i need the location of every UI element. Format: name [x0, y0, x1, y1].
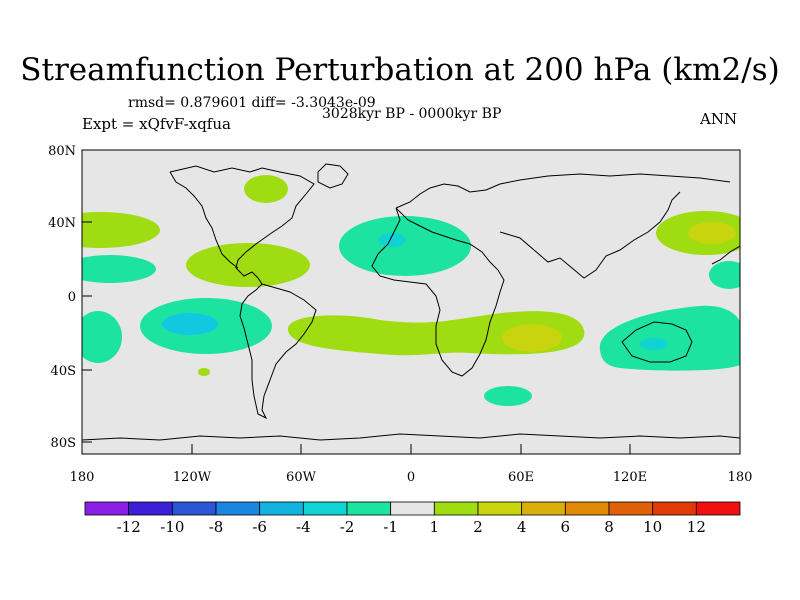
x-label-0: 0: [407, 470, 415, 485]
colorbar-swatch-0: [84, 501, 130, 516]
eurasia-north-coast: [395, 173, 731, 209]
x-label-120w: 120W: [173, 470, 212, 485]
colorbar-label-11: 8: [604, 518, 614, 536]
anomaly-north-atlantic-core: [378, 233, 406, 247]
anomaly-north-america: [244, 175, 288, 203]
north-america-coast: [169, 165, 315, 285]
colorbar-label-5: -2: [340, 518, 355, 536]
axis-ticks: [81, 149, 741, 454]
greenland-coast: [317, 163, 349, 189]
anomaly-n-pacific-west-core: [688, 222, 736, 244]
coastlines: [82, 163, 740, 441]
anomaly-tropical-pacific-east: [82, 255, 156, 283]
colorbar-swatch-13: [652, 501, 697, 516]
y-label-40s: 40S: [51, 364, 76, 379]
colorbar-label-4: -4: [296, 518, 311, 536]
north-america-west-coast: [169, 171, 239, 269]
colorbar-swatch-12: [608, 501, 654, 516]
anomaly-south-pacific-core: [162, 313, 218, 335]
africa-coast: [371, 207, 505, 377]
axis-labels: 80N 40N 0 40S 80S 180 120W 60W 0 60E 120…: [48, 144, 752, 485]
asia-south-coast: [499, 191, 681, 279]
colorbar-label-2: -8: [209, 518, 224, 536]
south-america-coast: [239, 283, 317, 420]
anomaly-north-atlantic: [339, 216, 471, 276]
colorbar-swatch-7: [390, 501, 435, 516]
anomaly-west-pacific-tropics: [709, 261, 740, 289]
x-label-60e: 60E: [508, 470, 534, 485]
colorbar-swatch-9: [477, 501, 523, 516]
colorbar-swatch-2: [171, 501, 217, 516]
anomaly-southern-ocean: [484, 386, 532, 406]
anomaly-n-pacific-east: [82, 212, 160, 248]
colorbar-label-9: 4: [517, 518, 527, 536]
colorbar-label-6: -1: [383, 518, 398, 536]
anomaly-australia-core: [640, 338, 668, 350]
colorbar-labels: -12 -10 -8 -6 -4 -2 -1 1 2 4 6 8 10 12: [117, 518, 706, 536]
colorbar-label-12: 10: [643, 518, 662, 536]
anomaly-small-patch: [198, 368, 210, 376]
colorbar-swatch-14: [695, 501, 741, 516]
colorbar-swatch-4: [259, 501, 304, 516]
anomaly-indian-core: [502, 324, 562, 352]
colorbar-swatch-11: [564, 501, 610, 516]
x-label-60w: 60W: [286, 470, 317, 485]
antarctica-coast: [82, 433, 740, 441]
colorbar-label-3: -6: [252, 518, 267, 536]
colorbar-swatch-10: [521, 501, 566, 516]
period-text: 3028kyr BP - 0000kyr BP: [322, 106, 502, 122]
colorbar-label-8: 2: [473, 518, 483, 536]
chart-title: Streamfunction Perturbation at 200 hPa (…: [20, 52, 780, 88]
x-label-180w: 180: [70, 470, 95, 485]
anomaly-caribbean: [186, 243, 310, 287]
x-label-120e: 120E: [613, 470, 647, 485]
negative-anomalies: [82, 216, 740, 406]
colorbar: [84, 501, 741, 516]
map-plot-area: [82, 150, 740, 454]
colorbar-swatch-6: [346, 501, 392, 516]
colorbar-swatch-5: [302, 501, 348, 516]
colorbar-label-0: -12: [117, 518, 141, 536]
japan-coast: [711, 245, 740, 265]
y-label-0: 0: [68, 290, 76, 305]
season-text: ANN: [700, 110, 738, 128]
colorbar-swatch-8: [433, 501, 479, 516]
x-label-180e: 180: [728, 470, 753, 485]
anomaly-australia: [599, 305, 740, 371]
colorbar-label-10: 6: [561, 518, 571, 536]
colorbar-label-7: 1: [430, 518, 440, 536]
experiment-text: Expt = xQfvF-xqfua: [82, 115, 231, 133]
australia-coast: [621, 321, 693, 363]
y-label-40n: 40N: [48, 216, 76, 231]
stats-text: rmsd= 0.879601 diff= -3.3043e-09: [128, 95, 376, 111]
y-label-80s: 80S: [51, 436, 76, 451]
y-label-80n: 80N: [48, 144, 76, 159]
colorbar-label-13: 12: [687, 518, 706, 536]
anomaly-south-pacific-far-east: [82, 311, 122, 363]
colorbar-label-1: -10: [160, 518, 184, 536]
colorbar-swatch-1: [128, 501, 173, 516]
colorbar-swatch-3: [215, 501, 261, 516]
